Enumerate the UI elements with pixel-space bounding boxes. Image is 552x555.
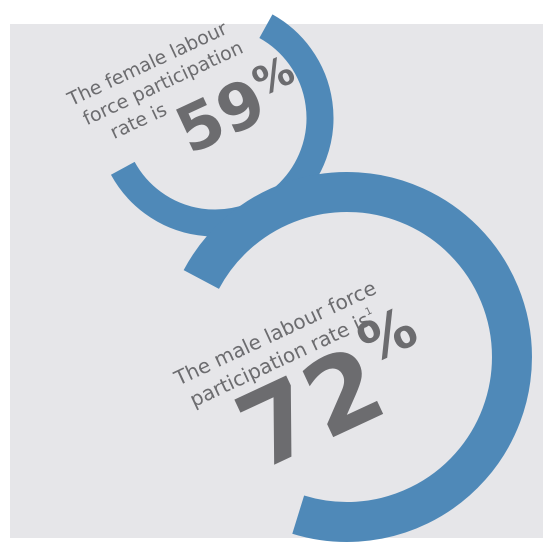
background-panel	[10, 24, 543, 538]
male-rate-ring	[183, 172, 532, 542]
male-footnote-marker: 1	[364, 306, 374, 319]
